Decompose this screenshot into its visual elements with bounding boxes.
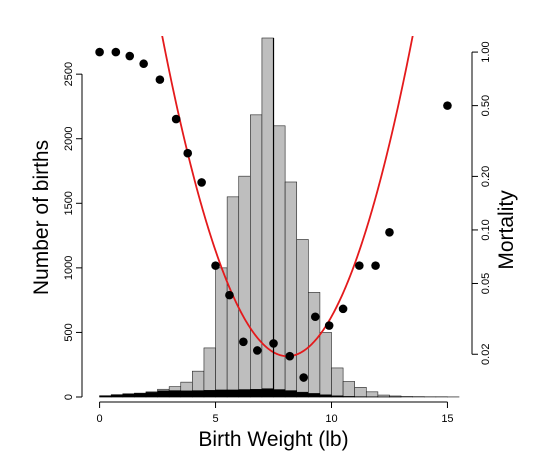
deaths-bar <box>226 389 239 398</box>
births-bar <box>354 387 367 398</box>
mortality-point <box>225 290 234 300</box>
y2-tick-label: 0.10 <box>480 219 492 240</box>
y2-tick-label: 0.05 <box>480 273 492 294</box>
mortality-point <box>338 304 348 314</box>
mortality-point <box>171 114 181 124</box>
mortality-points <box>95 47 452 382</box>
births-bar <box>400 396 413 398</box>
y2-tick-label: 1.00 <box>480 41 492 62</box>
mortality-point <box>324 321 334 330</box>
y-tick-label: 500 <box>63 323 75 341</box>
deaths-bar <box>273 389 286 398</box>
deaths-bar <box>331 395 344 398</box>
y-tick-label: 0 <box>63 394 75 400</box>
x-tick-label: 10 <box>325 413 337 425</box>
deaths-bar <box>308 393 321 398</box>
mortality-point <box>183 148 193 158</box>
mortality-point <box>139 59 148 69</box>
mortality-point <box>252 346 262 355</box>
mortality-point <box>239 337 248 347</box>
axes: 0 5 10 15 0 500 1000 1500 2000 2500 0.02 0.05 0.10 0.… <box>63 41 492 425</box>
deaths-bar <box>122 393 135 398</box>
deaths-bar <box>342 396 355 398</box>
y-axis-title: Number of births <box>30 140 53 295</box>
deaths-bar <box>203 390 216 398</box>
mortality-point <box>95 47 104 57</box>
mortality-point <box>355 261 364 270</box>
births-bar <box>203 347 216 398</box>
fit-curve-group <box>161 36 414 358</box>
deaths-bar <box>145 392 158 398</box>
deaths-bar <box>110 394 123 398</box>
y-tick-label: 2500 <box>63 62 75 86</box>
births-bar <box>215 267 228 398</box>
y-tick-label: 1000 <box>63 256 75 280</box>
x-tick-label: 15 <box>441 413 453 425</box>
births-bar <box>238 175 251 398</box>
births-bar <box>331 367 344 398</box>
y-tick-label: 1500 <box>63 191 75 215</box>
deaths-bar <box>250 389 263 398</box>
mortality-point <box>310 312 320 322</box>
y2-tick-label: 0.50 <box>480 95 492 116</box>
deaths-bar <box>99 395 112 398</box>
births-bar <box>342 381 355 398</box>
births-bar <box>284 181 298 398</box>
y2-tick-label: 0.02 <box>480 344 492 365</box>
deaths-bar <box>319 394 332 398</box>
births-bar <box>296 239 309 398</box>
births-bar <box>250 114 263 398</box>
mortality-point <box>443 101 452 110</box>
mortality-point <box>125 51 135 61</box>
deaths-bar <box>261 388 274 398</box>
mortality-point <box>155 75 165 84</box>
deaths-bar <box>168 390 181 398</box>
mortality-point <box>197 178 206 187</box>
mortality-point <box>111 47 121 57</box>
x-tick-label: 0 <box>97 413 103 425</box>
x-axis-title: Birth Weight (lb) <box>198 428 348 451</box>
mortality-point <box>211 261 220 270</box>
deaths-bar <box>238 389 251 398</box>
y2-tick-label: 0.20 <box>480 166 492 187</box>
deaths-bar <box>134 393 147 398</box>
deaths-bar <box>192 390 205 398</box>
y2-axis-title: Mortality <box>495 190 518 270</box>
mortality-point <box>371 261 380 270</box>
births-bar <box>365 391 379 398</box>
mortality-point <box>285 351 295 361</box>
deaths-bar <box>157 390 170 398</box>
deaths-bar <box>296 391 309 398</box>
deaths-bars <box>99 388 402 398</box>
deaths-bar <box>215 389 228 398</box>
fit-curve <box>161 36 414 358</box>
x-tick-label: 5 <box>212 413 218 425</box>
deaths-bar <box>180 390 193 398</box>
mortality-point <box>299 373 308 382</box>
mortality-point <box>385 227 394 237</box>
deaths-bar <box>284 390 297 398</box>
births-bar <box>319 332 332 398</box>
y-tick-label: 2000 <box>63 126 75 150</box>
